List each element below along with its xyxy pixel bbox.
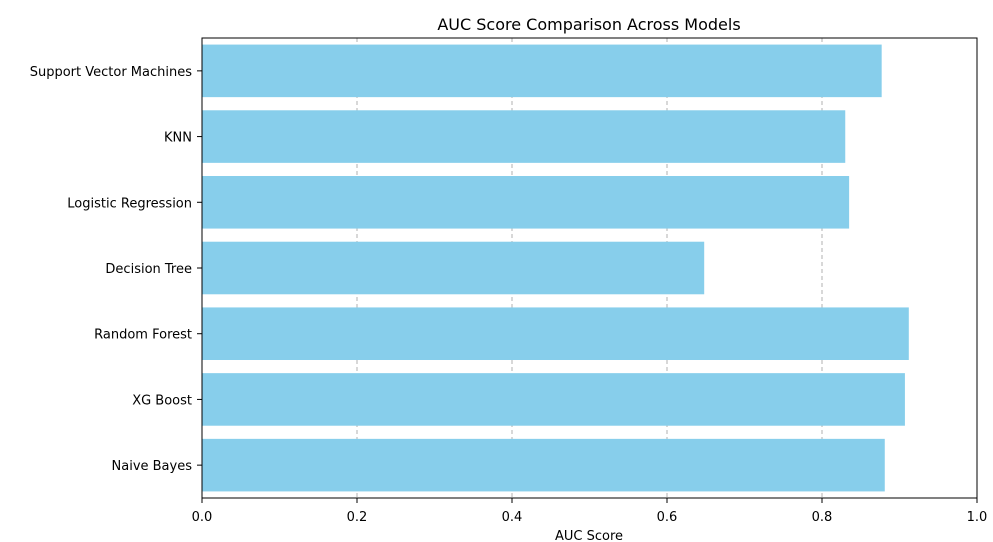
y-tick-label: Naive Bayes: [112, 459, 193, 474]
x-tick-label: 0.4: [502, 510, 523, 525]
bar-decision-tree: [202, 241, 705, 295]
bars: [202, 44, 909, 492]
x-tick-label: 0.8: [812, 510, 833, 525]
x-axis-label: AUC Score: [555, 529, 623, 542]
x-axis-ticks: 0.0 0.2 0.4 0.6 0.8 1.0: [192, 498, 988, 525]
bar-random-forest: [202, 307, 909, 360]
bar-knn: [202, 110, 846, 163]
x-tick-label: 0.6: [657, 510, 678, 525]
x-tick-label: 0.2: [347, 510, 368, 525]
bar-logistic-regression: [202, 176, 850, 229]
y-axis-ticks: Support Vector Machines KNN Logistic Regre…: [30, 65, 202, 474]
y-tick-label: XG Boost: [132, 393, 192, 408]
y-tick-label: KNN: [164, 131, 192, 146]
y-tick-label: Decision Tree: [105, 262, 192, 277]
x-tick-label: 1.0: [967, 510, 988, 525]
bar-naive-bayes: [202, 438, 885, 492]
x-tick-label: 0.0: [192, 510, 213, 525]
y-tick-label: Random Forest: [94, 328, 192, 343]
bar-xg-boost: [202, 373, 905, 426]
bar-support-vector-machines: [202, 44, 882, 98]
y-tick-label: Support Vector Machines: [30, 65, 192, 80]
y-tick-label: Logistic Regression: [67, 196, 192, 211]
chart-title: AUC Score Comparison Across Models: [437, 15, 740, 34]
